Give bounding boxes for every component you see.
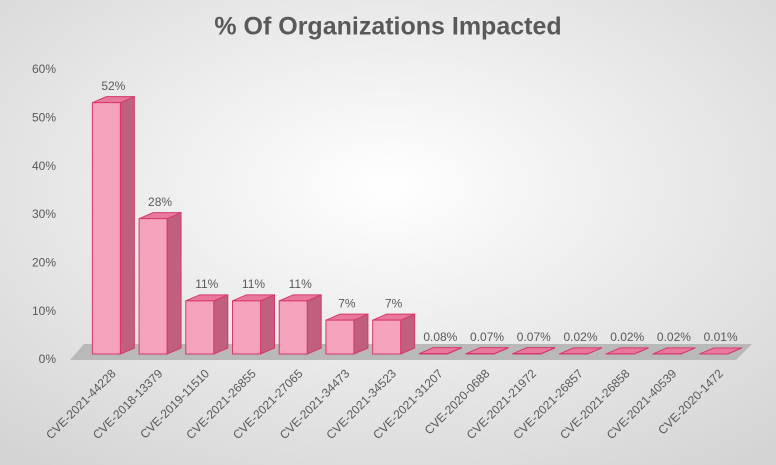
bar-side [119,95,135,355]
bar-front [91,102,121,355]
bar-front [138,218,168,355]
value-label: 0.07% [517,330,551,344]
bar-front [372,319,402,355]
y-tick-label: 50% [32,111,56,125]
value-label: 0.02% [563,330,597,344]
y-tick-label: 20% [32,256,56,270]
value-label: 0.02% [657,330,691,344]
bar [325,313,369,355]
y-tick-label: 30% [32,207,56,221]
y-tick-label: 0% [39,352,57,366]
bar [418,346,462,355]
value-label: 11% [195,277,218,291]
value-label: 0.01% [704,330,738,344]
bar-side [213,294,229,355]
value-label: 0.07% [470,330,504,344]
bar [91,95,135,355]
value-label: 7% [338,296,356,310]
value-label: 11% [289,277,312,291]
y-tick-label: 10% [32,304,56,318]
chart-title: % Of Organizations Impacted [214,13,561,41]
bar [138,211,182,355]
y-tick-label: 60% [32,62,56,76]
y-tick-label: 40% [32,159,56,173]
value-label: 28% [148,195,172,209]
bar [699,347,743,355]
bar-front [185,300,215,355]
bar [559,347,602,355]
bar-side [166,211,182,355]
bar-front [232,300,261,355]
bar [605,347,649,355]
bar-front [325,319,355,355]
bar-side [400,313,416,355]
bar [232,294,275,355]
bar-side [306,294,322,355]
bar [465,346,509,355]
bar [185,294,229,355]
value-label: 7% [385,296,403,310]
bar [652,347,696,355]
bar-front [278,300,308,355]
value-label: 0.02% [610,330,644,344]
bar [512,346,556,355]
value-label: 0.08% [423,330,457,344]
value-label: 52% [101,79,125,93]
bar-side [353,313,369,355]
bar [278,294,322,355]
bar [372,313,416,355]
value-label: 11% [242,277,265,291]
bar-side [260,294,275,355]
